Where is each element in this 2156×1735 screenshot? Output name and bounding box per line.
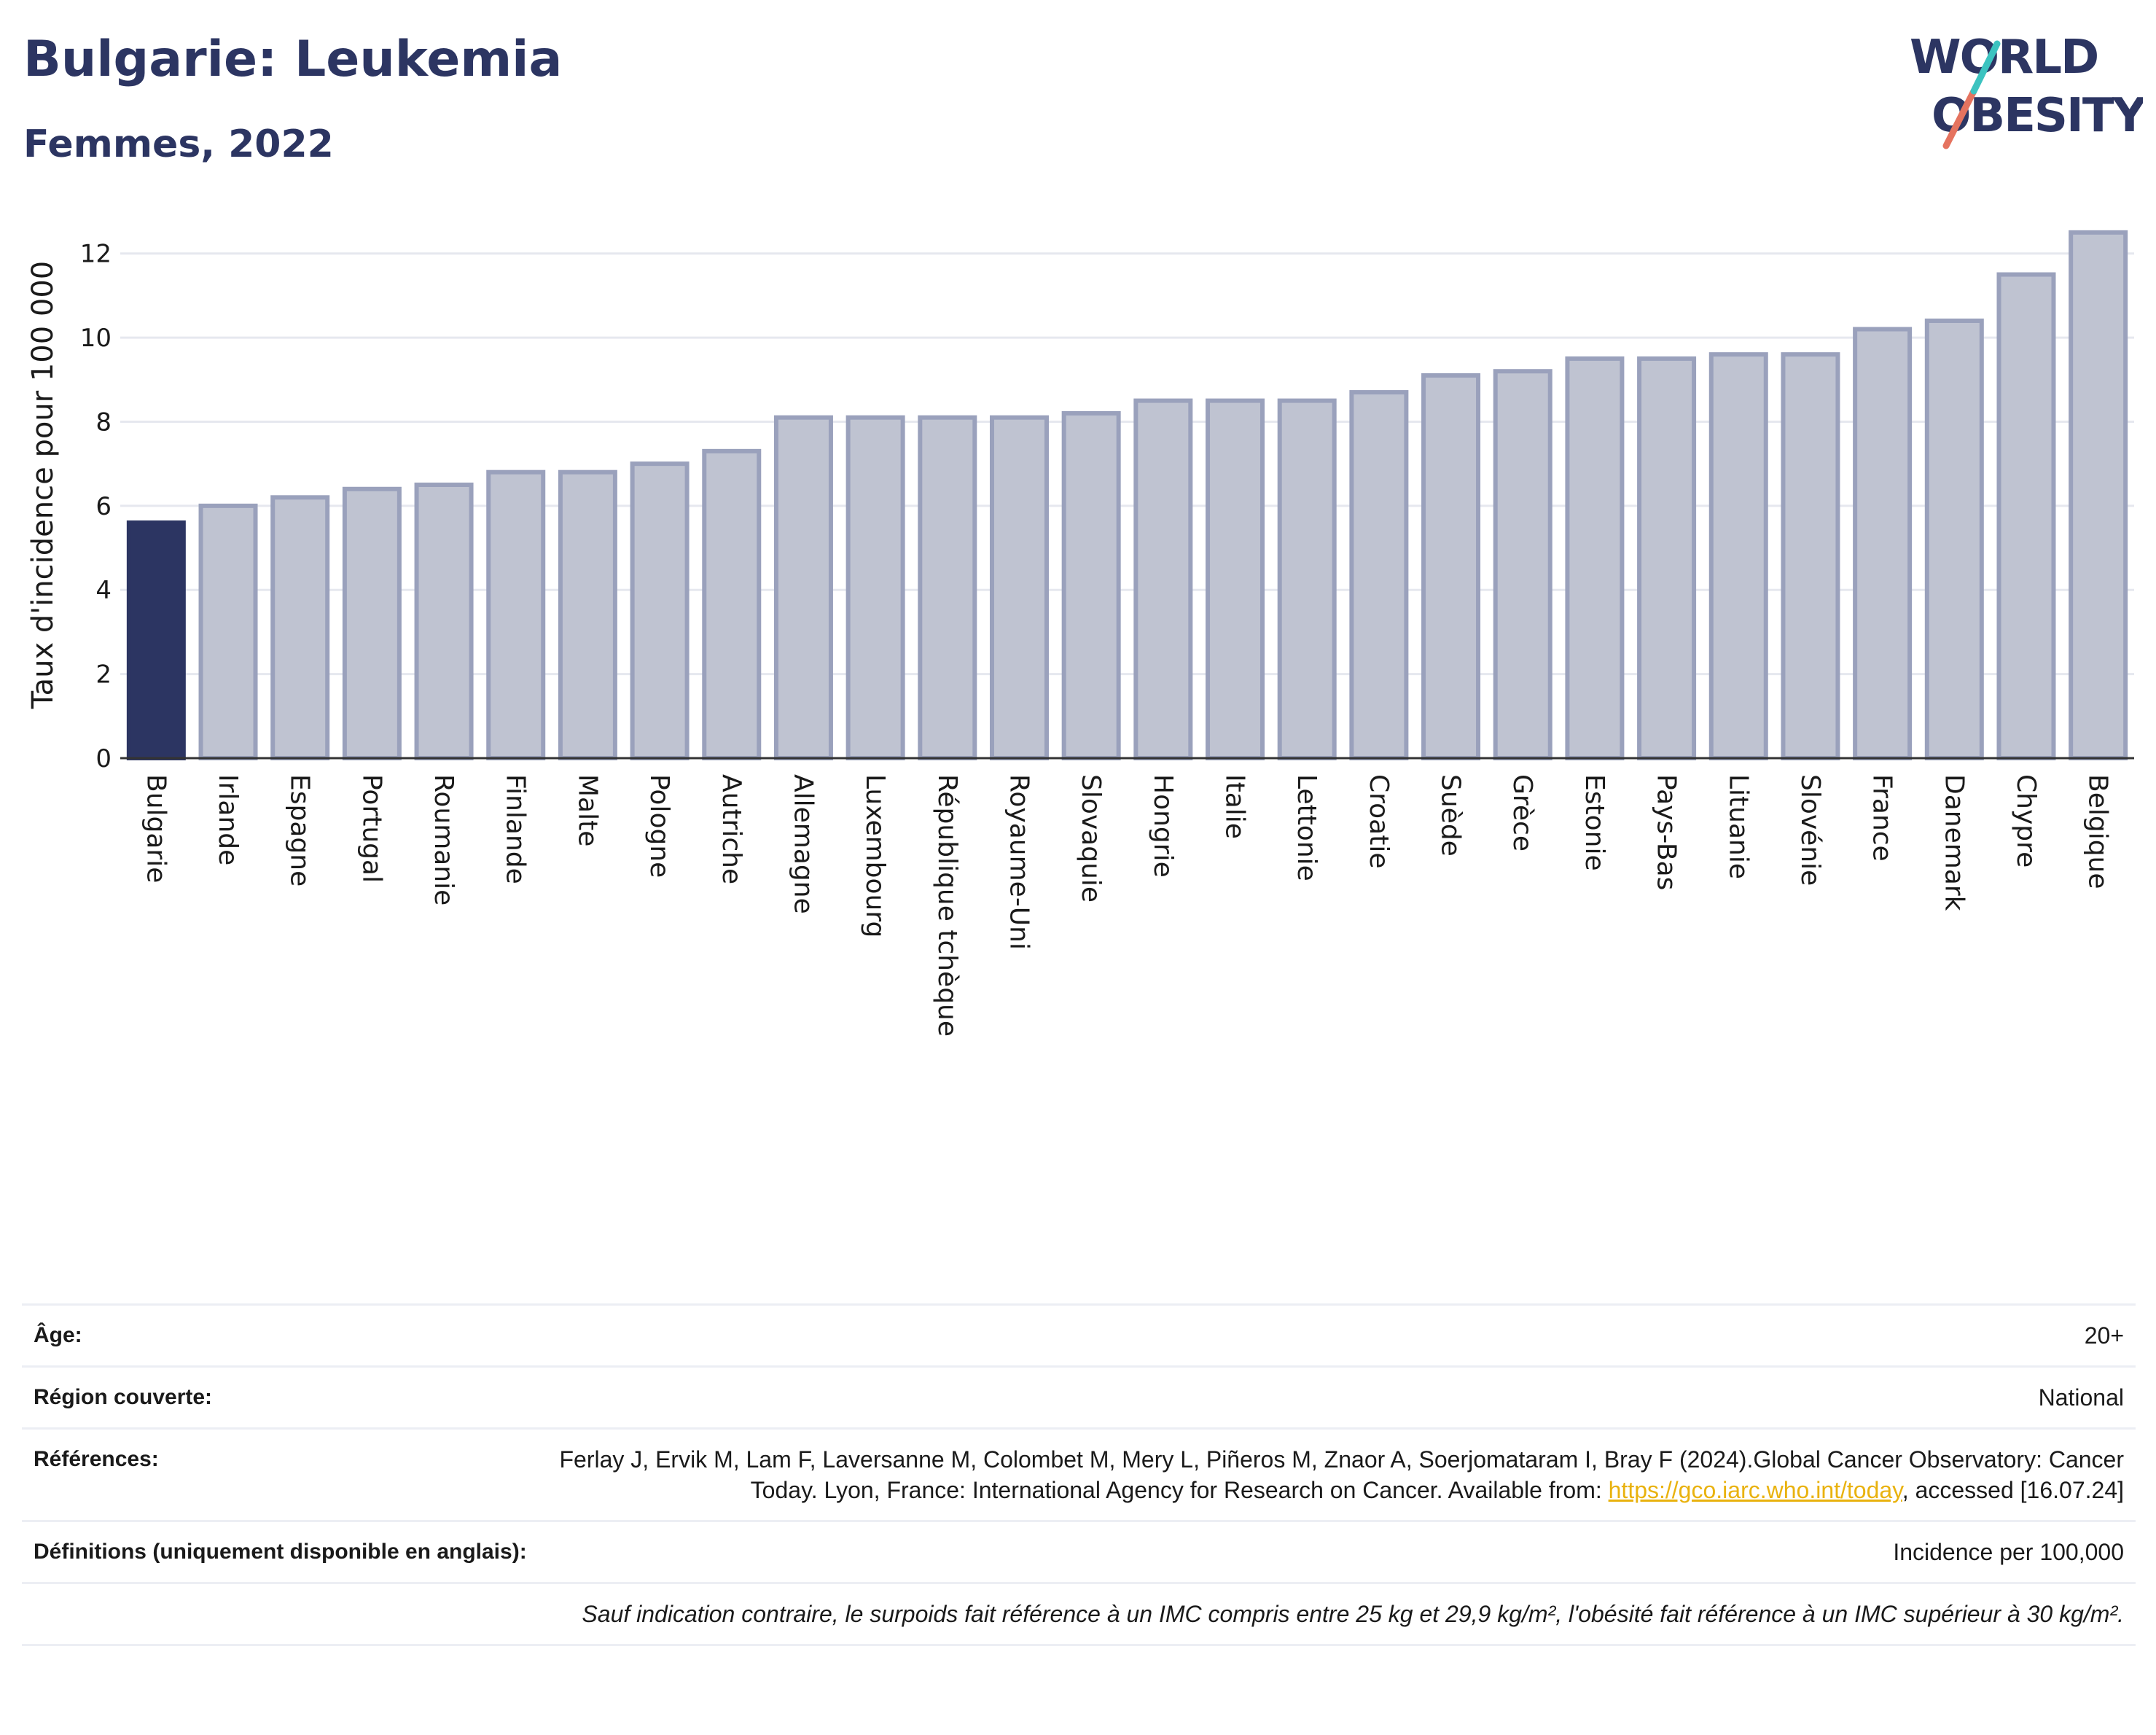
bar-su-de	[1421, 373, 1481, 760]
bar-belgique	[2069, 230, 2128, 761]
bars	[126, 230, 2128, 761]
age-value: 20+	[2084, 1322, 2124, 1349]
bar-slov-nie	[1781, 352, 1840, 760]
x-tick-label: Estonie	[1579, 774, 1609, 871]
bar-irlande	[198, 503, 258, 760]
page-subtitle: Femmes, 2022	[23, 122, 334, 166]
y-tick-label: 6	[95, 492, 112, 521]
y-axis-ticks: 0 2 4 6 8 10 12	[80, 240, 112, 773]
bar-pologne	[630, 461, 690, 760]
bar-lituanie	[1708, 352, 1768, 760]
x-tick-label: Allemagne	[788, 774, 818, 914]
bar-gr-ce	[1493, 369, 1552, 760]
bar-italie	[1206, 398, 1265, 760]
bar-royaume-uni	[989, 415, 1049, 760]
x-tick-label: Hongrie	[1148, 774, 1178, 878]
x-tick-label: Espagne	[285, 774, 315, 886]
bar-luxembourg	[845, 415, 905, 760]
bar-france	[1853, 327, 1913, 761]
region-value: National	[2038, 1384, 2124, 1411]
x-tick-label: Slovaquie	[1076, 774, 1106, 902]
bar-roumanie	[414, 483, 474, 760]
y-tick-label: 0	[95, 744, 112, 773]
bar-malte	[558, 469, 617, 760]
world-obesity-logo: WORLD OBESITY	[1910, 31, 2143, 149]
definitions-label: Définitions (uniquement disponible en an…	[34, 1540, 527, 1564]
bar-danemark	[1924, 319, 1984, 760]
references-value: Ferlay J, Ervik M, Lam F, Laversanne M, …	[535, 1444, 2124, 1505]
x-tick-label: Italie	[1220, 774, 1250, 839]
age-row: Âge: 20+	[22, 1306, 2136, 1368]
region-label: Région couverte:	[34, 1385, 213, 1409]
bar-chart: 0 2 4 6 8 10 12 Bulgarie Irlande Espagne Portugal…	[26, 230, 2134, 1037]
bar-hongrie	[1133, 398, 1193, 760]
bar-portugal	[342, 486, 402, 760]
x-tick-label: Chypre	[2011, 774, 2041, 868]
svg-text:WORLD: WORLD	[1910, 31, 2098, 85]
bar-bulgarie	[126, 520, 186, 760]
x-tick-label: Pologne	[644, 774, 674, 878]
y-tick-label: 12	[80, 240, 112, 269]
x-tick-label: France	[1867, 774, 1897, 862]
bar-allemagne	[773, 415, 833, 760]
bar-lettonie	[1277, 398, 1337, 760]
y-axis-label: Taux d'incidence pour 100 000	[26, 261, 60, 709]
x-tick-label: Lettonie	[1292, 774, 1321, 881]
x-tick-label: Slovénie	[1795, 774, 1825, 886]
bar-autriche	[702, 448, 762, 760]
x-tick-label: Luxembourg	[860, 774, 890, 937]
x-tick-label: Belgique	[2083, 774, 2113, 889]
bar-finlande	[486, 469, 546, 760]
x-tick-label: Danemark	[1939, 774, 1969, 911]
x-tick-label: Portugal	[356, 774, 386, 883]
references-label: Références:	[34, 1447, 159, 1471]
bar-r-publique-tch-que	[918, 415, 977, 760]
x-axis-ticks: Bulgarie Irlande Espagne Portugal Roumanie Fi…	[141, 774, 2112, 1037]
definitions-row: Définitions (uniquement disponible en an…	[22, 1522, 2136, 1584]
x-tick-label: Lituanie	[1723, 774, 1753, 879]
references-text: Ferlay J, Ervik M, Lam F, Laversanne M, …	[559, 1446, 2124, 1503]
age-label: Âge:	[34, 1323, 82, 1347]
bar-croatie	[1349, 390, 1409, 760]
y-tick-label: 2	[95, 660, 112, 690]
x-tick-label: Finlande	[501, 774, 531, 884]
x-tick-label: Roumanie	[429, 774, 458, 905]
bar-estonie	[1565, 356, 1625, 760]
x-tick-label: Suède	[1436, 774, 1466, 857]
y-tick-label: 10	[80, 324, 112, 353]
x-tick-label: Malte	[572, 774, 602, 846]
x-tick-label: Autriche	[716, 774, 746, 884]
x-tick-label: République tchèque	[932, 774, 962, 1037]
footnote: Sauf indication contraire, le surpoids f…	[22, 1584, 2136, 1646]
x-tick-label: Royaume-Uni	[1004, 774, 1034, 950]
x-tick-label: Grèce	[1507, 774, 1537, 851]
bar-slovaquie	[1061, 410, 1121, 760]
metadata-table: Âge: 20+ Région couverte: National Référ…	[22, 1303, 2136, 1646]
x-tick-label: Croatie	[1364, 774, 1394, 869]
y-tick-label: 8	[95, 408, 112, 437]
definitions-value: Incidence per 100,000	[1893, 1539, 2124, 1565]
references-tail: , accessed [16.07.24]	[1902, 1477, 2124, 1503]
bar-chypre	[1996, 272, 2056, 761]
references-link[interactable]: https://gco.iarc.who.int/today	[1608, 1477, 1902, 1503]
references-row: Références: Ferlay J, Ervik M, Lam F, La…	[22, 1430, 2136, 1522]
x-tick-label: Pays-Bas	[1652, 774, 1682, 890]
region-row: Région couverte: National	[22, 1368, 2136, 1430]
x-tick-label: Irlande	[213, 774, 243, 865]
bar-pays-bas	[1637, 356, 1697, 760]
x-tick-label: Bulgarie	[141, 774, 171, 883]
bar-espagne	[270, 495, 330, 760]
y-tick-label: 4	[95, 576, 112, 605]
page-title: Bulgarie: Leukemia	[23, 31, 563, 88]
